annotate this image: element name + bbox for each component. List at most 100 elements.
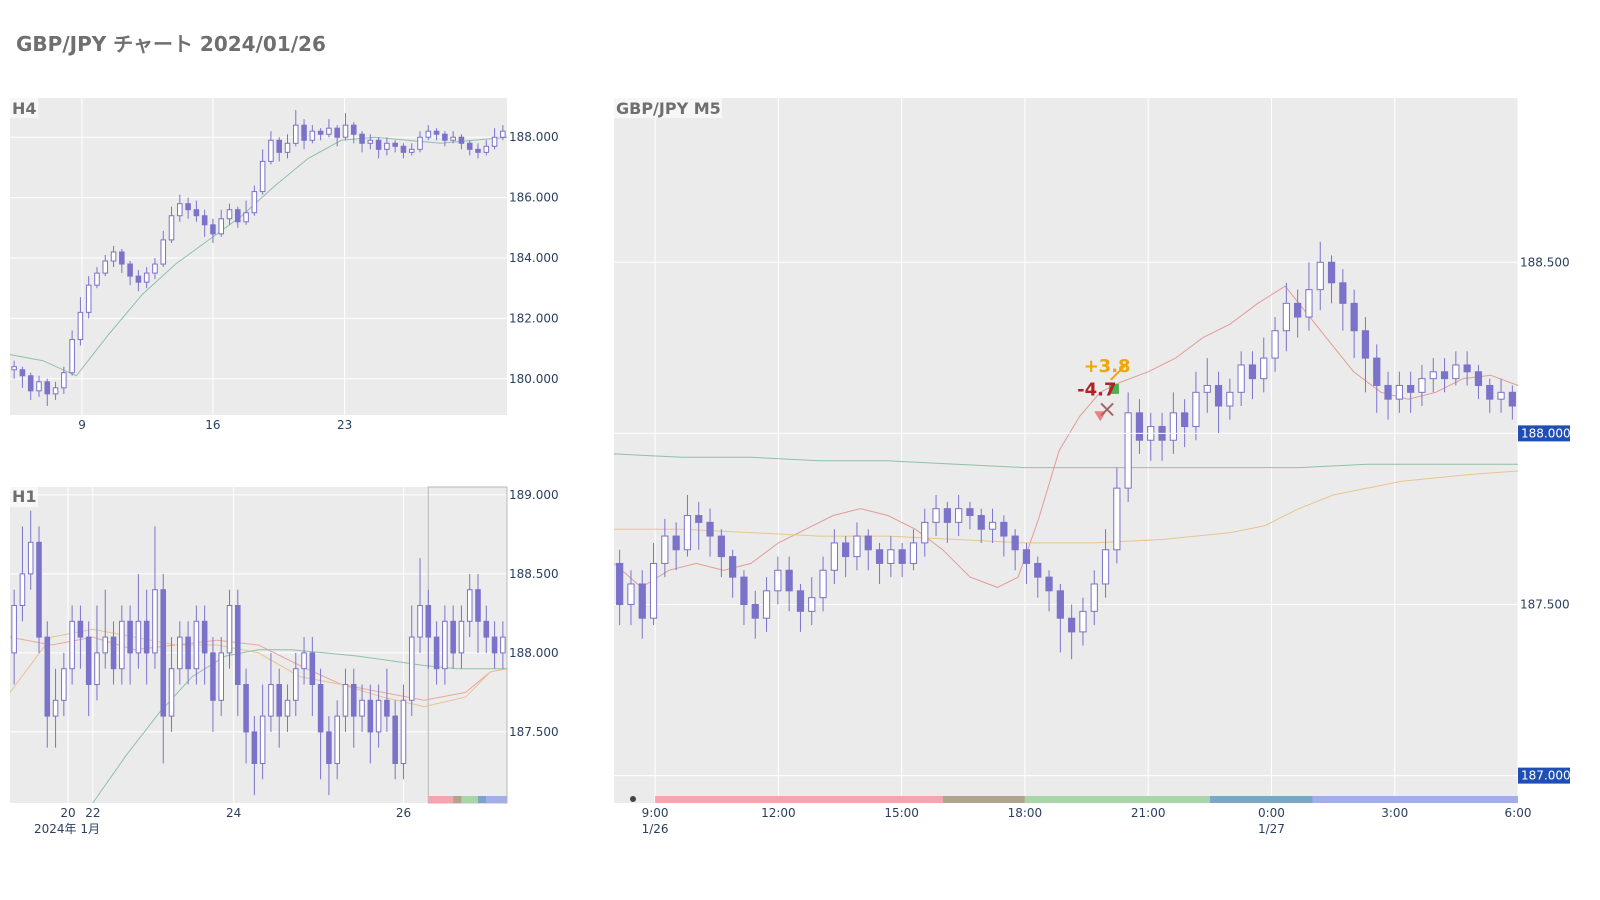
h4-candle-body <box>400 145 407 153</box>
h1-candle-body <box>36 541 42 638</box>
h4-candle-body <box>392 142 398 147</box>
h4-candle-body <box>367 139 374 144</box>
m5-candle-body <box>1327 261 1336 284</box>
h1-candle-body <box>466 589 473 622</box>
m5-candle-body <box>1305 289 1313 318</box>
h1-candle-body <box>143 620 150 654</box>
h4-candle-body <box>77 311 84 341</box>
h4-x-tick-label: 9 <box>78 418 86 432</box>
m5-candle-body <box>1271 330 1279 359</box>
h4-x-tick-label: 16 <box>205 418 220 432</box>
h1-candle-body <box>201 620 208 654</box>
h4-candle-body <box>44 381 51 395</box>
h4-candle-body <box>119 251 125 265</box>
h1-candle-body <box>218 652 225 701</box>
h1-candle-body <box>309 652 316 686</box>
h4-candle-body <box>334 127 340 138</box>
m5-candle-body <box>842 542 850 558</box>
h1-x-tick-label: 24 <box>226 806 241 820</box>
h1-candle-body <box>442 620 448 670</box>
h4-candle-body <box>36 381 42 392</box>
h1-session-band <box>486 796 507 803</box>
m5-candle-body <box>1373 357 1381 386</box>
h1-candle-body <box>69 620 75 670</box>
h1-session-band <box>453 796 462 803</box>
h1-candle-body <box>276 684 282 717</box>
m5-candle-body <box>1361 330 1370 359</box>
m5-candle-body <box>898 549 906 564</box>
h1-candle-body <box>61 668 67 701</box>
h1-candle-body <box>177 636 183 670</box>
m5-x-tick-sublabel: 1/27 <box>1258 822 1285 836</box>
h1-moving-average-line <box>9 636 508 701</box>
h4-candle-body <box>450 136 456 141</box>
m5-panel-label-bg <box>614 98 722 118</box>
h1-candle-body <box>119 620 125 670</box>
m5-candle-body <box>1101 549 1110 585</box>
h1-candle-body <box>400 699 407 764</box>
m5-candle-body <box>672 535 680 551</box>
h1-x-tick-label: 22 <box>85 806 100 820</box>
m5-candle-body <box>1463 364 1471 373</box>
h1-candle-body <box>491 636 498 654</box>
h1-candle-body <box>326 731 332 765</box>
h1-candle-body <box>77 620 84 638</box>
h4-panel: 180.000 182.000 184.000 186.000 188.000 9 16 23… <box>9 98 559 432</box>
h1-panel-label: H1 <box>12 487 37 506</box>
m5-candle-body <box>1169 412 1177 441</box>
h1-candle-body <box>85 636 92 685</box>
h1-candle-body <box>52 699 59 717</box>
h4-y-tick-label: 180.000 <box>509 372 559 386</box>
h4-candle-body <box>458 136 465 144</box>
m5-price-badge <box>1518 425 1570 442</box>
h4-candle-body <box>127 263 133 277</box>
h1-candle-body <box>350 684 357 717</box>
m5-x-tick-label: 6:00 <box>1505 806 1532 820</box>
m5-candle-body <box>740 576 748 606</box>
m5-candle-body <box>649 562 658 619</box>
h4-candle-body <box>235 209 241 223</box>
h1-candle-body <box>243 684 249 733</box>
m5-candle-body <box>1090 583 1098 612</box>
m5-x-tick-label: 0:00 <box>1258 806 1285 820</box>
h1-panel-label-bg <box>10 487 38 507</box>
h4-candle-body <box>284 142 291 153</box>
m5-session-band <box>942 796 1025 803</box>
h4-candle-body <box>185 203 191 211</box>
h1-candle-body <box>259 715 266 764</box>
h4-candle-body <box>425 130 432 138</box>
m5-candle-body <box>966 508 974 517</box>
h1-candle-body <box>359 699 365 717</box>
m5-candle-body <box>853 535 861 558</box>
h4-y-tick-label: 184.000 <box>509 251 559 265</box>
h4-candle-body <box>268 139 274 162</box>
h4-candle-body <box>210 224 216 235</box>
h1-candle-body <box>19 573 26 607</box>
m5-candle-body <box>751 604 759 619</box>
h1-y-tick-label: 188.000 <box>509 646 559 660</box>
h1-candle-body <box>110 636 117 670</box>
h1-candle-body <box>226 605 233 654</box>
m5-candle-body <box>1260 357 1268 380</box>
m5-candle-body <box>1000 521 1008 537</box>
m5-candle-body <box>717 535 725 558</box>
m5-candle-body <box>1214 384 1223 407</box>
h1-candle-body <box>268 684 274 717</box>
h4-candle-body <box>168 215 175 241</box>
h1-candle-body <box>334 715 340 764</box>
h4-panel-label: H4 <box>12 99 37 118</box>
m5-candle-body <box>1429 371 1437 380</box>
h1-x-axis-subtitle: 2024年 1月 <box>34 822 100 836</box>
h1-candle-body <box>475 589 481 622</box>
h1-candle-body <box>375 699 382 733</box>
h1-candle-body <box>27 541 34 575</box>
h4-candle-body <box>11 366 17 371</box>
m5-candle-body <box>1339 282 1347 304</box>
page-title: GBP/JPY チャート 2024/01/26 <box>16 32 326 56</box>
h4-candle-body <box>226 209 233 220</box>
h4-candle-body <box>491 136 498 147</box>
m5-candle-body <box>864 535 872 551</box>
m5-candle-body <box>1022 549 1031 564</box>
h4-candle-body <box>85 284 92 313</box>
